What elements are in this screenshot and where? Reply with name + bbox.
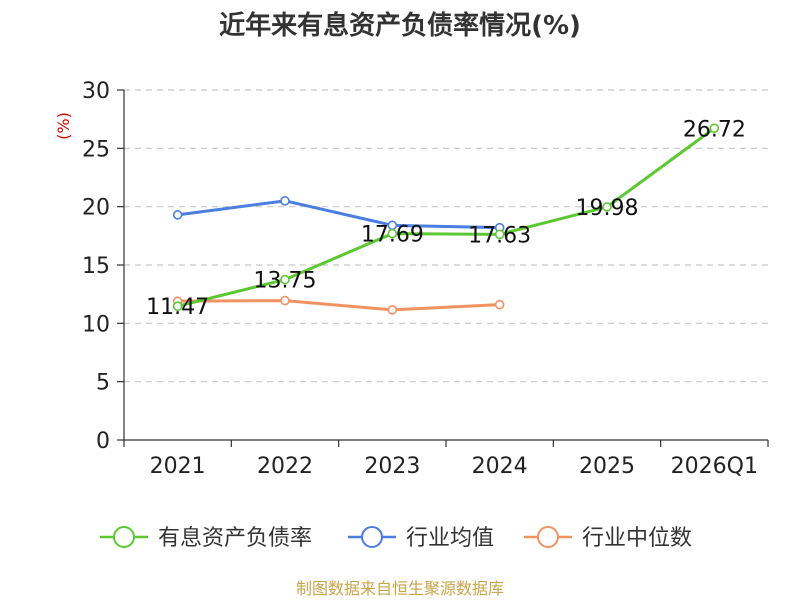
y-tick-label: 15 — [82, 254, 110, 279]
series-line — [177, 299, 500, 312]
series-point — [494, 229, 505, 240]
legend-label: 行业均值 — [406, 526, 494, 551]
data-label: 11.47 — [146, 295, 209, 320]
legend-swatch-marker — [361, 526, 383, 548]
x-tick-label: 2024 — [472, 454, 528, 479]
y-tick-label: 5 — [96, 371, 110, 396]
y-axis-unit: (%) — [54, 112, 73, 140]
legend-swatch-marker — [537, 526, 559, 548]
data-labels-layer: 11.47 13.75 17.69 17.63 19.98 26.72 — [146, 117, 746, 320]
data-label: 26.72 — [683, 117, 746, 142]
chart-title: 近年来有息资产负债率情况(%) — [219, 10, 581, 41]
series-point — [172, 301, 183, 311]
legend-label: 行业中位数 — [582, 526, 692, 551]
grid-lines — [124, 89, 768, 383]
series-point — [172, 210, 183, 220]
data-label: 19.98 — [576, 196, 639, 221]
x-tick-label: 2026Q1 — [671, 454, 758, 479]
series-line — [177, 127, 716, 308]
y-tick-label: 0 — [96, 429, 110, 454]
series-point — [387, 228, 398, 239]
legend-swatch-marker — [113, 526, 135, 548]
series-line — [177, 199, 500, 230]
data-label: 13.75 — [254, 269, 317, 294]
y-tick-label: 25 — [82, 137, 110, 162]
series-point — [280, 196, 290, 206]
series-point — [709, 123, 720, 134]
data-label: 17.69 — [361, 223, 424, 248]
data-label: 17.63 — [468, 223, 531, 248]
x-tick-label: 2025 — [579, 454, 635, 479]
source-note: 制图数据来自恒生聚源数据库 — [296, 579, 504, 598]
y-tick-label: 20 — [82, 196, 110, 221]
series-layer — [172, 123, 720, 315]
x-tick-label: 2023 — [364, 454, 420, 479]
series-point — [494, 299, 505, 310]
y-tick-label: 10 — [82, 312, 110, 337]
series-point — [280, 274, 290, 285]
series-point — [280, 295, 290, 306]
x-tick-label: 2021 — [150, 454, 206, 479]
legend: 有息资产负债率 行业均值 行业中位数 — [100, 526, 692, 551]
x-tick-label: 2022 — [257, 454, 313, 479]
series-point — [602, 202, 612, 212]
y-tick-label: 30 — [82, 79, 110, 104]
legend-label: 有息资产负债率 — [158, 526, 312, 551]
series-point — [387, 305, 398, 315]
